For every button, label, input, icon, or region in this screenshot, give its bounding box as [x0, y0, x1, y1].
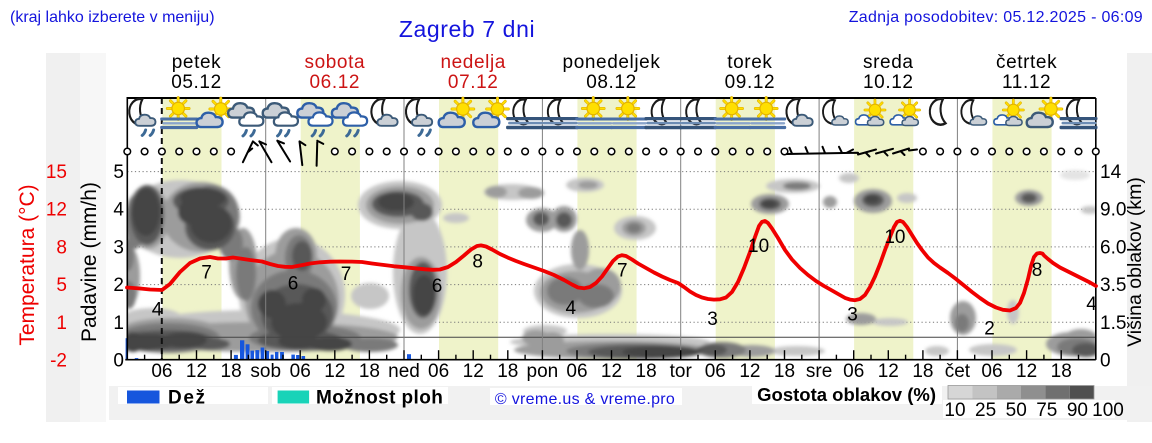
svg-text:petek: petek: [172, 52, 221, 73]
svg-text:1: 1: [113, 313, 124, 334]
svg-text:Zadnja posodobitev: 05.12.2025: Zadnja posodobitev: 05.12.2025 - 06:09: [849, 9, 1143, 26]
svg-text:06: 06: [428, 361, 449, 382]
svg-text:1.5: 1.5: [1100, 313, 1126, 334]
svg-text:75: 75: [1036, 400, 1057, 421]
svg-text:2: 2: [984, 319, 995, 340]
svg-text:tor: tor: [670, 361, 693, 382]
svg-text:10: 10: [884, 227, 905, 248]
svg-text:06: 06: [981, 361, 1002, 382]
svg-text:1: 1: [56, 313, 67, 334]
svg-text:5: 5: [56, 275, 67, 296]
svg-text:6: 6: [432, 276, 443, 297]
svg-text:5: 5: [113, 162, 124, 183]
svg-text:12: 12: [324, 361, 345, 382]
svg-text:© vreme.us & vreme.pro: © vreme.us & vreme.pro: [495, 391, 675, 408]
svg-text:15: 15: [46, 162, 67, 183]
svg-text:12: 12: [1016, 361, 1037, 382]
svg-text:12: 12: [46, 200, 67, 221]
svg-text:8: 8: [56, 237, 67, 258]
svg-text:06: 06: [843, 361, 864, 382]
svg-text:ponedeljek: ponedeljek: [563, 52, 661, 73]
svg-text:4: 4: [1086, 294, 1097, 315]
svg-text:10.12: 10.12: [863, 72, 914, 93]
svg-text:Možnost ploh: Možnost ploh: [316, 388, 443, 409]
svg-text:12: 12: [739, 361, 760, 382]
svg-text:18: 18: [912, 361, 933, 382]
svg-text:18: 18: [636, 361, 657, 382]
svg-text:3: 3: [707, 309, 718, 330]
svg-text:12: 12: [186, 361, 207, 382]
svg-text:08.12: 08.12: [586, 72, 637, 93]
svg-text:7: 7: [617, 260, 628, 281]
svg-text:Gostota oblakov (%): Gostota oblakov (%): [757, 384, 936, 405]
svg-text:10: 10: [748, 236, 769, 257]
svg-text:50: 50: [1006, 400, 1027, 421]
svg-text:6.0: 6.0: [1100, 237, 1126, 258]
svg-text:100: 100: [1092, 400, 1124, 421]
svg-text:18: 18: [1051, 361, 1072, 382]
svg-text:čet: čet: [945, 361, 971, 382]
svg-text:Zagreb 7 dni: Zagreb 7 dni: [399, 16, 535, 42]
svg-text:4: 4: [113, 200, 124, 221]
svg-text:05.12: 05.12: [171, 72, 222, 93]
svg-text:18: 18: [497, 361, 518, 382]
svg-text:8: 8: [1032, 260, 1043, 281]
svg-text:0: 0: [1100, 350, 1111, 371]
svg-text:09.12: 09.12: [725, 72, 776, 93]
svg-text:12: 12: [601, 361, 622, 382]
svg-text:3: 3: [113, 237, 124, 258]
svg-text:4: 4: [152, 300, 163, 321]
svg-text:14: 14: [1100, 162, 1122, 183]
svg-text:sob: sob: [250, 361, 281, 382]
svg-text:2: 2: [113, 275, 124, 296]
svg-text:3: 3: [847, 304, 858, 325]
svg-text:11.12: 11.12: [1002, 72, 1051, 93]
svg-text:0: 0: [113, 350, 124, 371]
svg-text:sobota: sobota: [304, 52, 365, 73]
svg-text:12: 12: [463, 361, 484, 382]
svg-text:-2: -2: [50, 350, 67, 371]
svg-text:10: 10: [944, 400, 965, 421]
svg-text:6: 6: [288, 274, 299, 295]
svg-text:18: 18: [359, 361, 380, 382]
svg-text:sre: sre: [806, 361, 832, 382]
svg-text:12: 12: [878, 361, 899, 382]
svg-text:nedelja: nedelja: [440, 52, 505, 73]
svg-text:06: 06: [290, 361, 311, 382]
svg-text:06: 06: [566, 361, 587, 382]
svg-text:Temperatura (°C): Temperatura (°C): [16, 184, 39, 345]
svg-text:90: 90: [1067, 400, 1088, 421]
svg-text:pon: pon: [527, 361, 559, 382]
svg-text:Padavine (mm/h): Padavine (mm/h): [78, 182, 101, 342]
svg-text:7: 7: [341, 264, 352, 285]
svg-text:8: 8: [472, 251, 483, 272]
svg-text:3.5: 3.5: [1100, 275, 1126, 296]
svg-text:torek: torek: [727, 52, 772, 73]
svg-text:(kraj lahko izberete v meniju): (kraj lahko izberete v meniju): [10, 9, 215, 26]
svg-text:25: 25: [975, 400, 996, 421]
svg-text:Dež: Dež: [168, 388, 207, 409]
svg-text:sreda: sreda: [863, 52, 914, 73]
svg-text:7: 7: [201, 263, 212, 284]
svg-text:9.0: 9.0: [1100, 200, 1126, 221]
svg-text:4: 4: [566, 298, 577, 319]
svg-text:četrtek: četrtek: [996, 52, 1057, 73]
svg-text:06: 06: [705, 361, 726, 382]
svg-text:Višina oblakov (km): Višina oblakov (km): [1124, 177, 1146, 347]
svg-text:07.12: 07.12: [448, 72, 499, 93]
svg-text:06: 06: [151, 361, 172, 382]
svg-text:06.12: 06.12: [310, 72, 361, 93]
svg-text:18: 18: [221, 361, 242, 382]
svg-text:ned: ned: [388, 361, 420, 382]
svg-text:18: 18: [774, 361, 795, 382]
